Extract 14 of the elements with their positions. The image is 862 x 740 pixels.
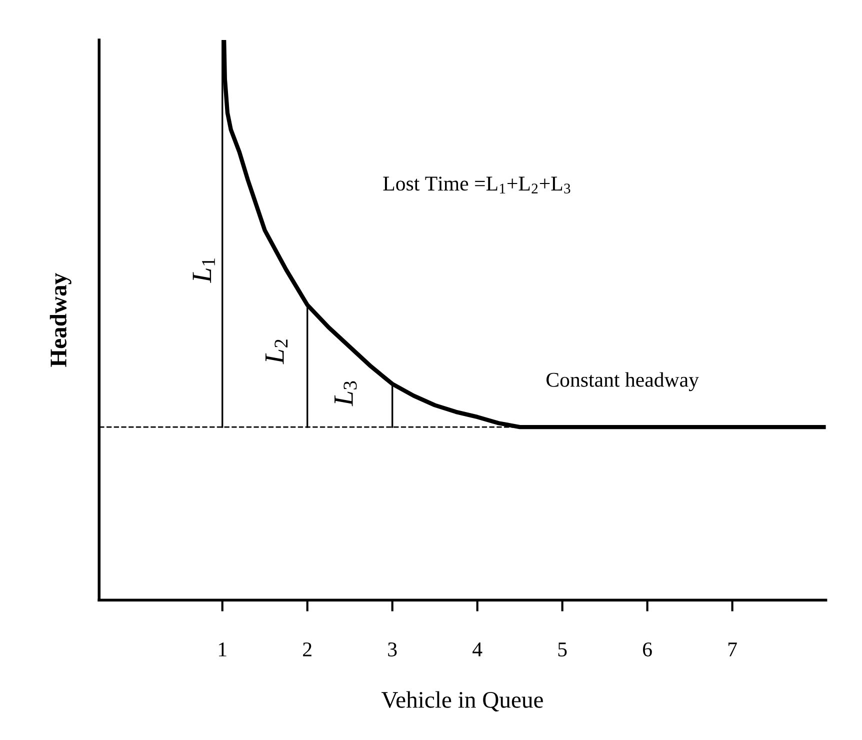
x-tick-label: 4 [472,642,482,656]
annotation: Constant headway [546,372,699,392]
x-tick-label: 5 [558,642,567,656]
x-tick-label: 7 [728,642,737,656]
x-tick-label: 1 [218,642,226,656]
x-tick-label: 2 [303,642,312,656]
annotation: L$_{2}$ [266,340,288,364]
x-axis-title: Vehicle in Queue [381,691,543,712]
annotation: L$_{3}$ [334,381,357,406]
x-tick-label: 6 [643,642,652,656]
y-axis-title: Headway [50,273,72,367]
annotation: L$_{1}$ [192,258,215,284]
x-tick-label: 3 [388,642,397,656]
annotation: Lost Time =L$_{1}$+L$_{2}$+L$_{3}$ [383,176,570,194]
